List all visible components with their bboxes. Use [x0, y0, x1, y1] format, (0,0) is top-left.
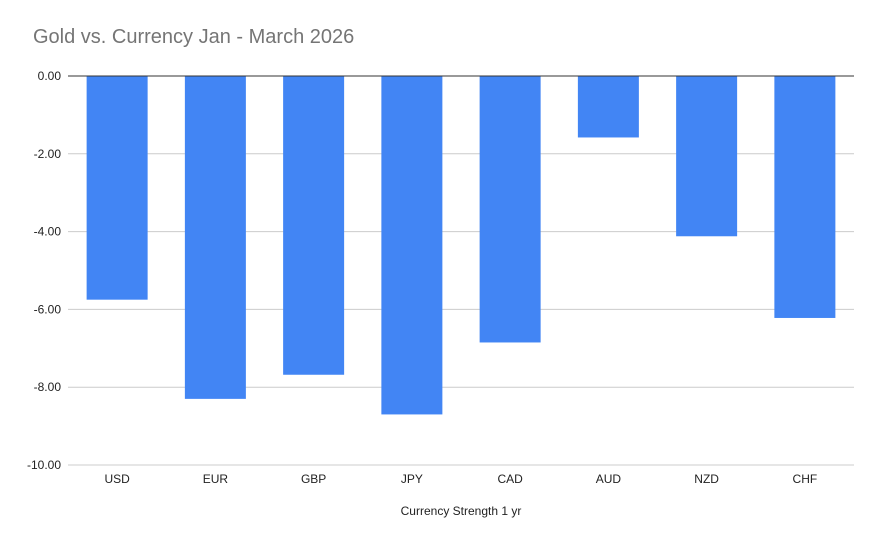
bar-chf	[774, 76, 836, 318]
x-tick-label: EUR	[203, 472, 229, 486]
y-tick-label: -6.00	[34, 302, 62, 316]
x-tick-label: CHF	[793, 472, 818, 486]
bar-nzd	[676, 76, 738, 237]
y-tick-label: -4.00	[34, 225, 62, 239]
bar-usd	[86, 76, 148, 300]
y-tick-label: -2.00	[34, 147, 62, 161]
y-tick-label: -10.00	[27, 458, 61, 472]
bar-eur	[184, 76, 246, 399]
x-axis-label: Currency Strength 1 yr	[401, 504, 522, 518]
chart-title: Gold vs. Currency Jan - March 2026	[33, 26, 355, 48]
bar-cad	[479, 76, 541, 343]
bar-gbp	[283, 76, 345, 375]
x-tick-label: JPY	[401, 472, 423, 486]
bar-aud	[577, 76, 639, 138]
x-tick-label: USD	[104, 472, 130, 486]
y-tick-label: -8.00	[34, 380, 62, 394]
bar-jpy	[381, 76, 443, 415]
x-tick-label: GBP	[301, 472, 326, 486]
y-tick-label: 0.00	[38, 69, 62, 83]
x-tick-label: CAD	[497, 472, 523, 486]
x-tick-label: AUD	[596, 472, 622, 486]
x-tick-label: NZD	[694, 472, 719, 486]
